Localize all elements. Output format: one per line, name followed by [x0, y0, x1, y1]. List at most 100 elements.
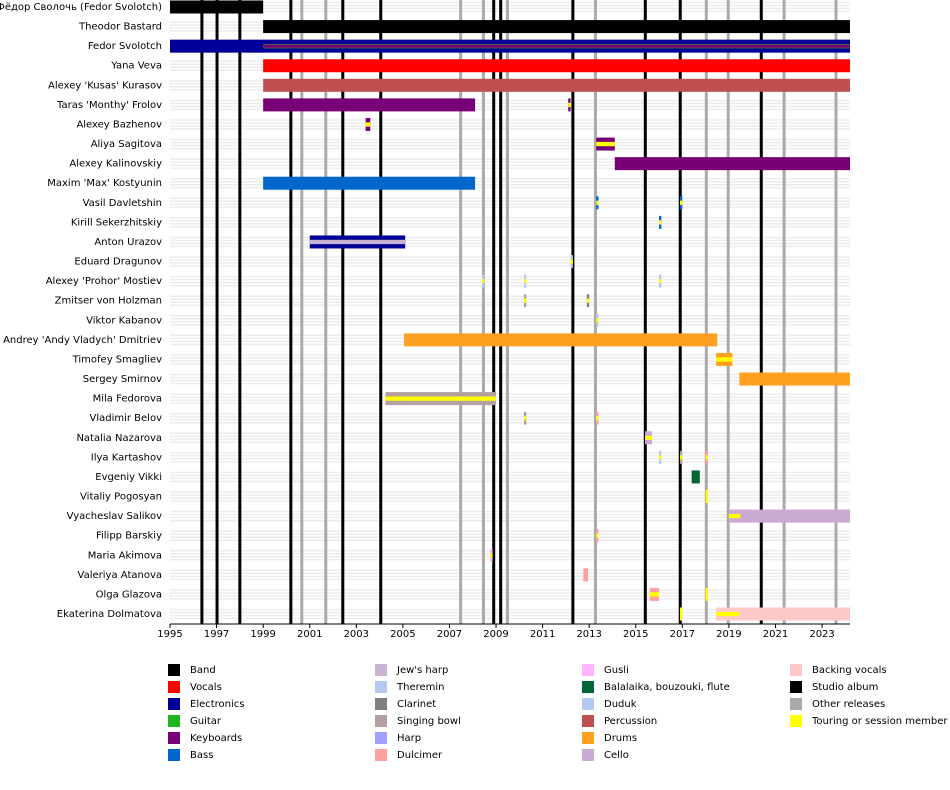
x-tick-label: 2011 — [530, 629, 555, 640]
member-label: Anton Urazov — [94, 237, 162, 248]
bar — [263, 44, 850, 48]
legend-label: Clarinet — [397, 699, 436, 710]
row-stripe — [170, 598, 850, 600]
bar — [645, 435, 653, 440]
member-label: Vitaliy Pogosyan — [80, 492, 162, 503]
row-stripe — [170, 298, 850, 300]
bar — [365, 122, 371, 127]
legend-swatch — [375, 698, 387, 710]
bar — [523, 298, 527, 303]
row-stripe — [170, 376, 850, 379]
x-tick-label: 2013 — [576, 629, 601, 640]
row-stripe — [170, 167, 850, 169]
row-stripe — [170, 373, 850, 376]
row-stripe — [170, 200, 850, 203]
legend-swatch — [790, 698, 802, 710]
row-stripe — [170, 595, 850, 597]
row-stripe — [170, 393, 850, 395]
row-stripe — [170, 589, 850, 591]
row-stripe — [170, 592, 850, 594]
legend-swatch — [168, 715, 180, 727]
legend-swatch — [375, 681, 387, 693]
legend-swatch — [375, 732, 387, 744]
row-stripe — [170, 379, 850, 382]
bar — [659, 278, 662, 284]
row-stripe — [170, 138, 850, 141]
member-label: Olga Glazova — [96, 589, 162, 600]
legend-swatch — [582, 664, 594, 676]
row-stripe — [170, 500, 850, 502]
row-stripe — [170, 418, 850, 421]
member-label: Andrey 'Andy Vladych' Dmitriev — [3, 335, 162, 346]
legend-label: Dulcimer — [397, 750, 443, 761]
row-stripe — [170, 301, 850, 303]
legend-label: Keyboards — [190, 733, 242, 744]
x-tick-label: 2007 — [437, 629, 462, 640]
bar — [583, 568, 589, 582]
row-stripe — [170, 315, 850, 317]
row-stripe — [170, 256, 850, 258]
row-stripe — [170, 321, 850, 323]
row-stripe — [170, 206, 850, 209]
legend-swatch — [168, 664, 180, 676]
bar — [385, 396, 497, 401]
row-stripe — [170, 275, 850, 278]
row-stripe — [170, 183, 850, 186]
bar — [739, 372, 850, 386]
row-stripe — [170, 513, 850, 516]
row-stripe — [170, 318, 850, 320]
row-stripe — [170, 363, 850, 365]
row-stripe — [170, 497, 850, 499]
legend-swatch — [790, 715, 802, 727]
bar — [705, 490, 708, 504]
row-stripe — [170, 477, 850, 480]
bar — [309, 239, 406, 245]
row-stripe — [170, 1, 850, 4]
row-stripe — [170, 617, 850, 620]
x-tick-label: 2003 — [344, 629, 369, 640]
legend-label: Touring or session member — [811, 716, 948, 727]
legend-label: Drums — [604, 733, 637, 744]
row-stripe — [170, 102, 850, 105]
row-stripe — [170, 262, 850, 264]
member-label: Kirill Sekerzhitskiy — [71, 217, 162, 228]
row-stripe — [170, 471, 850, 474]
bar — [680, 607, 683, 621]
row-stripe — [170, 530, 850, 532]
bar — [728, 509, 850, 523]
row-stripe — [170, 559, 850, 561]
row-stripe — [170, 164, 850, 166]
row-stripe — [170, 480, 850, 483]
row-stripe — [170, 494, 850, 496]
row-stripe — [170, 4, 850, 7]
legend-label: Bass — [190, 750, 213, 761]
member-label: Alexey Bazhenov — [76, 119, 162, 130]
bar — [596, 200, 599, 205]
row-stripe — [170, 281, 850, 284]
legend-swatch — [168, 749, 180, 761]
x-tick-label: 2001 — [297, 629, 322, 640]
member-label: Maxim 'Max' Kostyunin — [47, 178, 162, 189]
row-stripe — [170, 144, 850, 147]
legend-swatch — [790, 664, 802, 676]
row-stripe — [170, 399, 850, 401]
member-label: Yana Veva — [110, 61, 162, 72]
row-stripe — [170, 10, 850, 13]
row-stripe — [170, 217, 850, 219]
bar — [263, 78, 850, 92]
member-label: Theodor Bastard — [78, 22, 162, 33]
row-stripe — [170, 432, 850, 435]
member-label: Фёдор Сволочь (Fedor Svolotch) — [0, 2, 162, 13]
row-stripe — [170, 186, 850, 189]
x-tick-label: 1999 — [250, 629, 275, 640]
legend-swatch — [582, 681, 594, 693]
row-stripe — [170, 614, 850, 617]
row-stripe — [170, 119, 850, 121]
legend-swatch — [375, 749, 387, 761]
row-stripe — [170, 304, 850, 306]
bar — [490, 553, 493, 558]
row-stripe — [170, 122, 850, 124]
row-stripe — [170, 396, 850, 398]
bar — [705, 455, 708, 460]
